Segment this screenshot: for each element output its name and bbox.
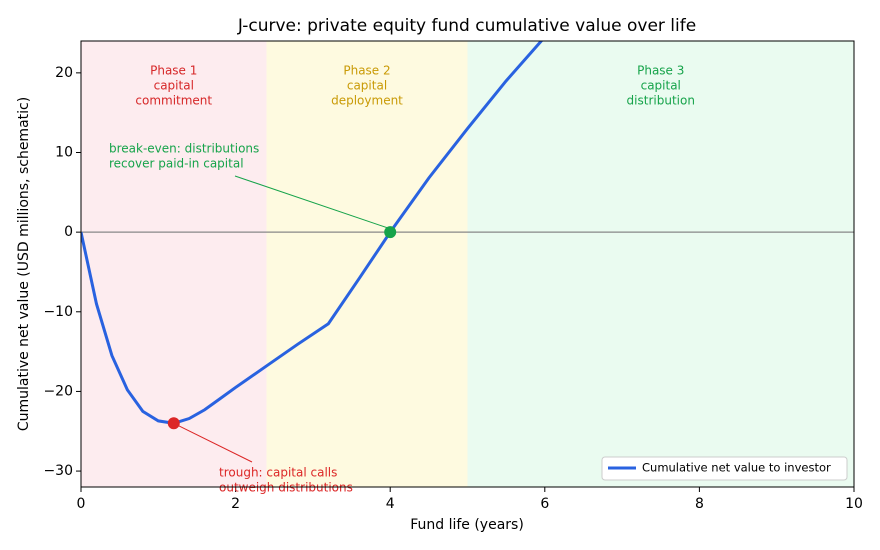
annotation-arrow bbox=[234, 175, 395, 231]
phase-label: capital bbox=[641, 79, 681, 93]
marker bbox=[384, 226, 397, 239]
y-tick-label: 0 bbox=[64, 224, 73, 240]
plot-frame bbox=[80, 40, 855, 488]
legend-box bbox=[601, 456, 848, 481]
y-tick-label: −10 bbox=[43, 304, 73, 320]
legend-label: Cumulative net value to investor bbox=[642, 461, 831, 475]
x-tick-label: 0 bbox=[77, 496, 86, 512]
x-tick-label: 4 bbox=[386, 496, 395, 512]
phase-label: deployment bbox=[331, 94, 403, 108]
chart-title: J-curve: private equity fund cumulative … bbox=[237, 16, 696, 36]
phase-band bbox=[266, 41, 468, 487]
phase-label: distribution bbox=[627, 94, 695, 108]
phase-label: capital bbox=[154, 79, 194, 93]
phase-label: commitment bbox=[135, 94, 212, 108]
phase-band bbox=[467, 41, 854, 487]
y-tick-label: 20 bbox=[55, 65, 73, 81]
series-line bbox=[81, 41, 544, 425]
x-tick-label: 2 bbox=[231, 496, 240, 512]
y-axis-label: Cumulative net value (USD millions, sche… bbox=[16, 97, 32, 431]
x-axis-label: Fund life (years) bbox=[410, 517, 524, 533]
y-tick-label: −20 bbox=[43, 383, 73, 399]
phase-label: Phase 2 bbox=[343, 64, 390, 78]
annotation-text: trough: capital calls bbox=[219, 466, 337, 480]
x-tick-label: 8 bbox=[695, 496, 704, 512]
x-tick-label: 6 bbox=[540, 496, 549, 512]
annotation-text: recover paid-in capital bbox=[109, 157, 244, 171]
phase-label: Phase 1 bbox=[150, 64, 197, 78]
marker bbox=[167, 417, 180, 430]
annotation-arrow bbox=[177, 424, 253, 463]
x-tick-label: 10 bbox=[845, 496, 863, 512]
plot-area bbox=[81, 41, 544, 425]
annotation-text: break-even: distributions bbox=[109, 142, 259, 156]
phase-label: capital bbox=[347, 79, 387, 93]
phase-band bbox=[81, 41, 267, 487]
y-tick-label: 10 bbox=[55, 145, 73, 161]
phase-label: Phase 3 bbox=[637, 64, 684, 78]
y-tick-label: −30 bbox=[43, 463, 73, 479]
